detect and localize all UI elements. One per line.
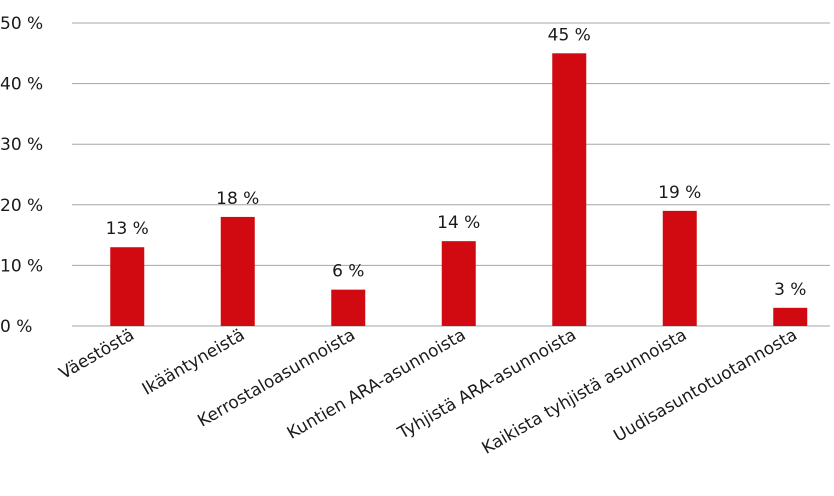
data-label: 3 %: [774, 280, 806, 300]
y-tick-label: 10 %: [0, 256, 43, 276]
y-tick-label: 0 %: [0, 317, 32, 337]
data-label: 18 %: [216, 189, 259, 209]
data-label: 45 %: [548, 25, 591, 45]
bar: [331, 289, 366, 326]
bar: [552, 53, 587, 327]
category-label: Ikääntyneistä: [139, 325, 248, 400]
bar: [110, 247, 145, 326]
data-label: 19 %: [658, 183, 701, 203]
y-tick-label: 20 %: [0, 196, 43, 216]
category-label: Väestöstä: [56, 325, 138, 384]
bar: [662, 210, 697, 326]
grid-lines: [72, 22, 830, 327]
bar: [220, 216, 255, 326]
category-label: Kuntien ARA-asunnoista: [284, 325, 470, 444]
data-label: 6 %: [332, 262, 364, 282]
data-label: 13 %: [106, 219, 149, 239]
y-tick-label: 50 %: [0, 14, 43, 34]
x-axis-category-labels: Väestöstä IkääntyneistäKerrostaloasunnois…: [56, 325, 801, 459]
bar: [773, 307, 808, 326]
bar: [441, 241, 476, 326]
category-label: Kaikista tyhjistä asunnoista: [479, 325, 691, 459]
y-tick-label: 40 %: [0, 75, 43, 95]
category-label: Tyhjistä ARA-asunnoista: [394, 325, 580, 444]
y-axis-tick-labels: 0 % 10 % 20 % 30 % 40 % 50 %: [0, 14, 43, 337]
bars: [110, 53, 808, 327]
y-tick-label: 30 %: [0, 135, 43, 155]
category-label: Uudisasuntotuotannosta: [610, 325, 800, 446]
data-label: 14 %: [437, 213, 480, 233]
data-labels: 13 % 18 % 6 % 14 % 45 % 19 % 3 %: [106, 25, 807, 300]
